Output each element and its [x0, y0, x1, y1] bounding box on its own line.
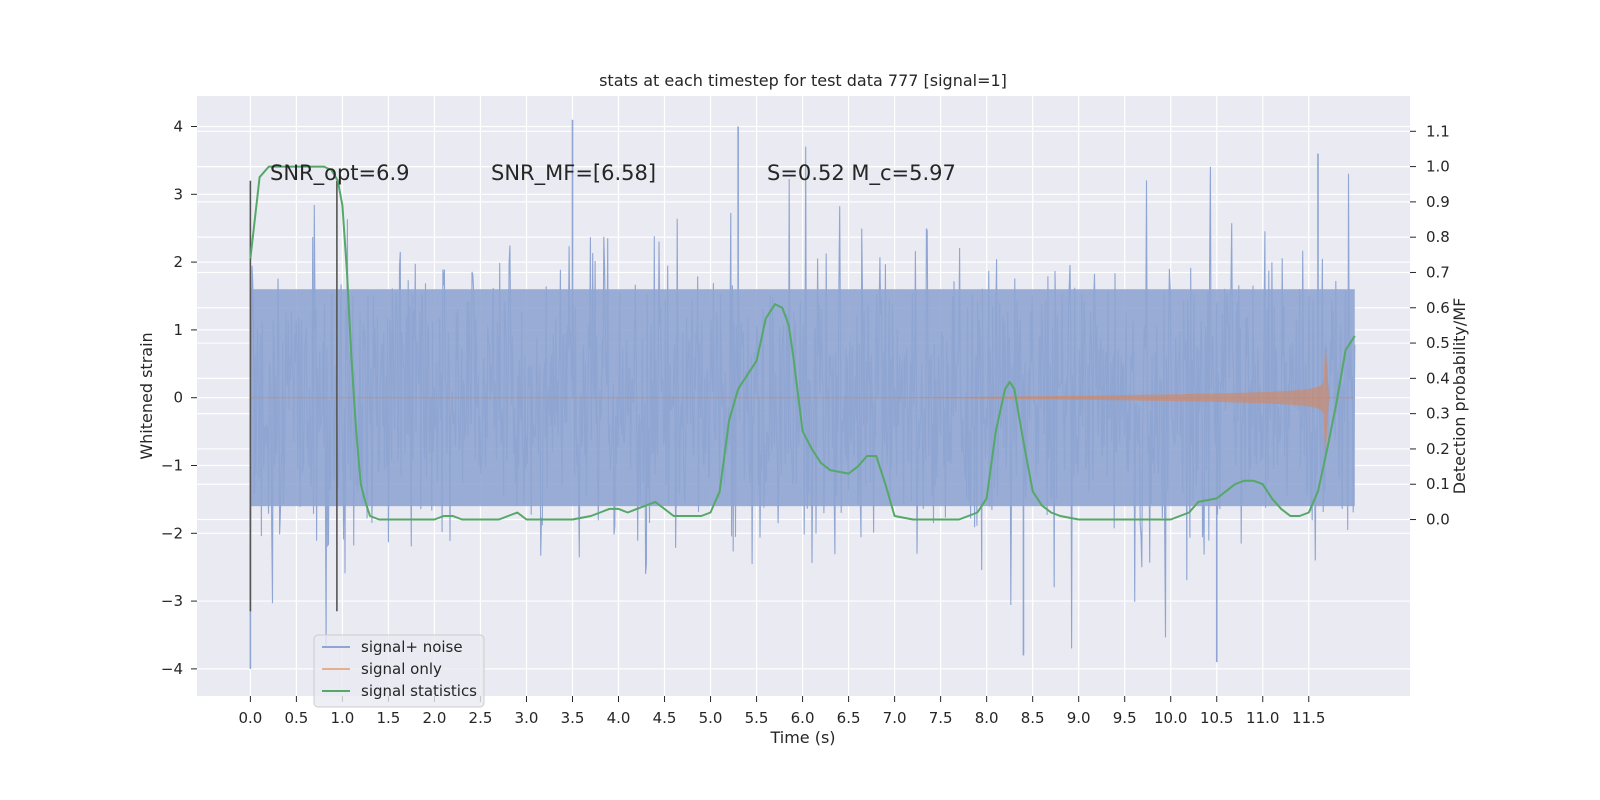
x-tick-label: 5.0 — [699, 709, 723, 727]
x-tick-label: 6.5 — [837, 709, 861, 727]
y-axis-label: Whitened strain — [137, 332, 156, 459]
legend-label-statistics: signal statistics — [361, 682, 477, 700]
x-tick-label: 1.5 — [376, 709, 400, 727]
x-tick-label: 7.0 — [883, 709, 907, 727]
y2-tick-label: 0.6 — [1426, 299, 1450, 317]
x-tick-label: 8.0 — [975, 709, 999, 727]
y2-tick-label: 0.2 — [1426, 440, 1450, 458]
legend-label-signal: signal only — [361, 660, 442, 678]
x-tick-label: 0.0 — [238, 709, 262, 727]
annotations: SNR_opt=6.9 SNR_MF=[6.58] S=0.52 M_c=5.9… — [270, 161, 956, 186]
x-tick-label: 4.5 — [653, 709, 677, 727]
y2-tick-label: 1.1 — [1426, 122, 1450, 140]
y-tick-label: 3 — [173, 185, 183, 203]
x-tick-label: 11.0 — [1246, 709, 1279, 727]
annotation-snr-mf: SNR_MF=[6.58] — [491, 161, 656, 186]
x-tick-label: 6.0 — [791, 709, 815, 727]
x-tick-label: 0.5 — [284, 709, 308, 727]
chart-title: stats at each timestep for test data 777… — [599, 71, 1007, 90]
legend-frame — [313, 634, 485, 708]
y2-tick-label: 0.1 — [1426, 475, 1450, 493]
y2-axis-label: Detection probability/MF — [1450, 298, 1469, 495]
y-tick-label: −2 — [161, 524, 183, 542]
y-tick-label: −4 — [161, 660, 183, 678]
noise-trace — [249, 146, 1356, 649]
x-tick-label: 8.5 — [1021, 709, 1045, 727]
y-tick-label: 2 — [173, 253, 183, 271]
x-tick-label: 1.0 — [330, 709, 354, 727]
y2-axis-ticks: 1.1 1.0 0.9 0.8 0.7 0.6 0.5 0.4 0.3 0.2 0.1 0.0 — [1410, 122, 1450, 529]
signal-statistics-series — [249, 165, 1356, 521]
x-tick-label: 9.0 — [1067, 709, 1091, 727]
x-tick-label: 3.5 — [561, 709, 585, 727]
x-tick-label: 10.5 — [1200, 709, 1233, 727]
x-tick-label: 3.0 — [515, 709, 539, 727]
x-tick-label: 9.5 — [1113, 709, 1137, 727]
annotation-s-mc: S=0.52 M_c=5.97 — [767, 161, 956, 186]
y-tick-label: 4 — [173, 118, 183, 136]
y2-tick-label: 1.0 — [1426, 158, 1450, 176]
y-tick-label: 0 — [173, 389, 183, 407]
signal-chirp — [894, 340, 1329, 463]
x-tick-label: 10.0 — [1154, 709, 1187, 727]
y-tick-label: −1 — [161, 456, 183, 474]
y2-tick-label: 0.3 — [1426, 405, 1450, 423]
x-axis-label: Time (s) — [769, 728, 835, 747]
annotation-snr-opt: SNR_opt=6.9 — [270, 161, 410, 186]
x-tick-label: 2.5 — [469, 709, 493, 727]
y2-tick-label: 0.8 — [1426, 228, 1450, 246]
y2-tick-label: 0.9 — [1426, 193, 1450, 211]
y-axis-ticks: 4 3 2 1 0 −1 −2 −3 −4 — [161, 118, 197, 678]
x-tick-label: 7.5 — [929, 709, 953, 727]
y2-tick-label: 0.7 — [1426, 263, 1450, 281]
y2-tick-label: 0.4 — [1426, 369, 1450, 387]
y-tick-label: 1 — [173, 321, 183, 339]
legend: signal+ noise signal only signal statist… — [313, 634, 485, 708]
x-tick-label: 4.0 — [607, 709, 631, 727]
x-tick-label: 5.5 — [745, 709, 769, 727]
y2-tick-label: 0.5 — [1426, 334, 1450, 352]
y2-tick-label: 0.0 — [1426, 511, 1450, 529]
x-tick-label: 2.0 — [423, 709, 447, 727]
x-axis-ticks: 0.0 0.5 1.0 1.5 2.0 2.5 3.0 3.5 4.0 4.5 5.0 5.5 6.0 6… — [238, 696, 1325, 727]
legend-label-noise: signal+ noise — [361, 638, 463, 656]
statistics-line — [249, 165, 1356, 521]
y-tick-label: −3 — [161, 592, 183, 610]
x-tick-label: 11.5 — [1292, 709, 1325, 727]
signal-only-series — [250, 340, 1355, 463]
